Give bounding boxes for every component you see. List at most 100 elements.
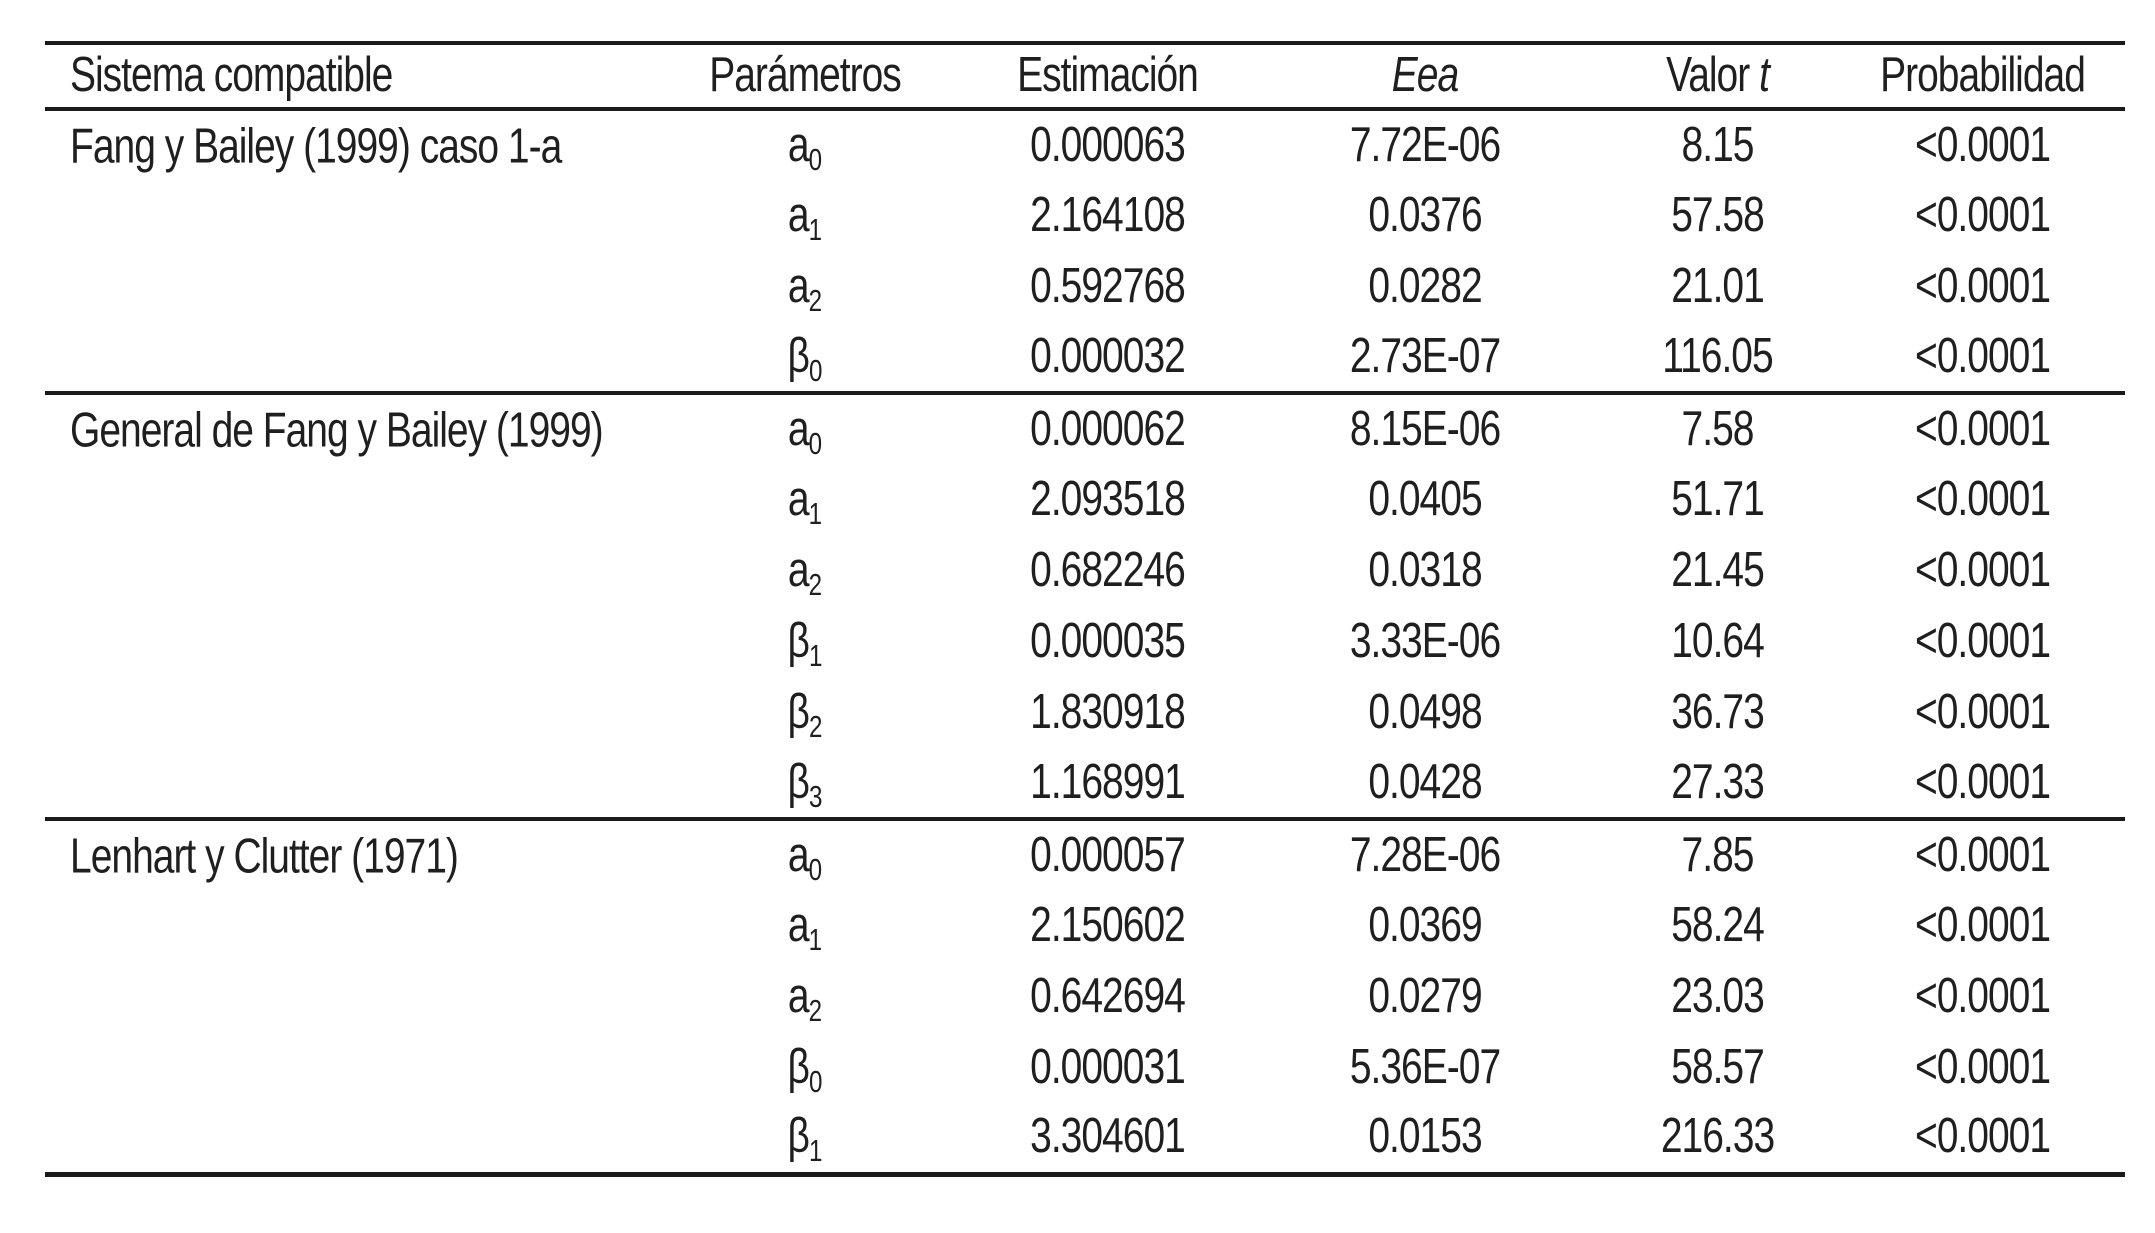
t-value: 8.15 (1681, 117, 1755, 173)
param-subscript: 2 (808, 994, 823, 1029)
param-subscript: 3 (808, 780, 823, 815)
estimate-cell: 0.000063 (960, 109, 1255, 180)
estimate-cell: 0.682246 (960, 535, 1255, 606)
param-symbol: a1 (788, 898, 822, 956)
p-cell: <0.0001 (1840, 464, 2125, 535)
param-symbol: a1 (788, 188, 823, 248)
eea-value: 7.72E-06 (1349, 117, 1501, 173)
estimate-value: 0.592768 (1030, 258, 1186, 314)
header-parametros-label: Parámetros (709, 48, 902, 103)
p-cell: <0.0001 (1840, 322, 2125, 393)
p-cell: <0.0001 (1840, 606, 2125, 677)
t-cell: 58.57 (1595, 1032, 1840, 1103)
header-valor-prefix: Valor (1666, 48, 1750, 103)
param-cell: β1 (650, 606, 960, 677)
param-subscript: 1 (808, 213, 823, 248)
p-cell: <0.0001 (1840, 109, 2125, 180)
eea-value: 0.0153 (1368, 1109, 1482, 1164)
eea-cell: 0.0376 (1255, 180, 1595, 251)
estimate-value: 0.000035 (1030, 613, 1186, 669)
estimate-cell: 3.304601 (960, 1103, 1255, 1174)
eea-cell: 0.0498 (1255, 677, 1595, 748)
t-cell: 216.33 (1595, 1103, 1840, 1174)
param-cell: a2 (650, 535, 960, 606)
t-value: 58.24 (1671, 897, 1765, 953)
t-cell: 21.45 (1595, 535, 1840, 606)
eea-cell: 0.0282 (1255, 251, 1595, 322)
estimate-cell: 0.592768 (960, 251, 1255, 322)
system-group: General de Fang y Bailey (1999) a0 0.000… (45, 393, 2125, 819)
estimate-value: 1.830918 (1030, 684, 1186, 740)
table-row: β3 1.168991 0.0428 27.33 <0.0001 (45, 748, 2125, 819)
eea-value: 5.36E-07 (1349, 1039, 1501, 1095)
estimate-value: 1.168991 (1030, 754, 1186, 810)
param-subscript: 2 (808, 710, 823, 745)
eea-cell: 8.15E-06 (1255, 393, 1595, 464)
estimate-cell: 1.830918 (960, 677, 1255, 748)
param-symbol: a2 (788, 259, 822, 317)
p-cell: <0.0001 (1840, 1032, 2125, 1103)
estimate-value: 2.093518 (1030, 471, 1186, 527)
table-row: a1 2.150602 0.0369 58.24 <0.0001 (45, 890, 2125, 961)
param-cell: a0 (650, 393, 960, 464)
eea-value: 0.0376 (1368, 187, 1482, 243)
table-row: a1 2.164108 0.0376 57.58 <0.0001 (45, 180, 2125, 251)
table-header: Sistema compatible Parámetros Estimación… (45, 43, 2125, 109)
estimate-cell: 1.168991 (960, 748, 1255, 819)
eea-value: 2.73E-07 (1349, 328, 1501, 384)
parameters-table: Sistema compatible Parámetros Estimación… (45, 41, 2125, 1177)
param-base: β (787, 1039, 810, 1095)
t-cell: 23.03 (1595, 961, 1840, 1032)
estimate-cell: 2.093518 (960, 464, 1255, 535)
p-cell: <0.0001 (1840, 961, 2125, 1032)
param-subscript: 1 (808, 639, 823, 674)
estimate-value: 0.000062 (1030, 401, 1186, 457)
estimate-cell: 0.000032 (960, 322, 1255, 393)
t-cell: 21.01 (1595, 251, 1840, 322)
t-value: 7.85 (1681, 827, 1755, 883)
t-value: 58.57 (1671, 1039, 1765, 1095)
param-base: β (787, 684, 810, 740)
param-base: a (787, 117, 810, 173)
p-cell: <0.0001 (1840, 677, 2125, 748)
p-value: <0.0001 (1914, 897, 2051, 953)
p-value: <0.0001 (1914, 684, 2051, 740)
header-valor-t-label: Valor t (1666, 48, 1770, 104)
eea-value: 0.0279 (1368, 968, 1482, 1024)
header-cell-estimacion: Estimación (960, 43, 1255, 109)
p-value: <0.0001 (1914, 471, 2051, 527)
t-cell: 57.58 (1595, 180, 1840, 251)
p-value: <0.0001 (1914, 1109, 2051, 1164)
param-base: a (787, 542, 810, 598)
p-value: <0.0001 (1914, 258, 2051, 314)
t-cell: 8.15 (1595, 109, 1840, 180)
param-symbol: β2 (787, 684, 823, 745)
param-base: β (787, 328, 810, 384)
t-value: 51.71 (1671, 471, 1765, 527)
t-cell: 27.33 (1595, 748, 1840, 819)
p-value: <0.0001 (1914, 328, 2051, 384)
eea-cell: 0.0428 (1255, 748, 1595, 819)
param-cell: a1 (650, 180, 960, 251)
estimate-value: 0.000032 (1030, 328, 1186, 384)
p-value: <0.0001 (1914, 968, 2051, 1024)
header-valor-t-symbol: t (1759, 48, 1770, 103)
eea-cell: 7.72E-06 (1255, 109, 1595, 180)
system-name-label: General de Fang y Bailey (1999) (70, 403, 604, 458)
param-base: β (787, 1109, 810, 1164)
p-value: <0.0001 (1914, 117, 2051, 173)
table-row: β2 1.830918 0.0498 36.73 <0.0001 (45, 677, 2125, 748)
param-subscript: 0 (808, 354, 823, 389)
estimate-value: 0.642694 (1030, 968, 1186, 1024)
table-row: a2 0.682246 0.0318 21.45 <0.0001 (45, 535, 2125, 606)
p-cell: <0.0001 (1840, 251, 2125, 322)
t-cell: 7.58 (1595, 393, 1840, 464)
param-base: a (787, 401, 810, 457)
system-name-label: Lenhart y Clutter (1971) (70, 829, 459, 884)
estimate-value: 0.682246 (1030, 542, 1186, 598)
table-row: β1 3.304601 0.0153 216.33 <0.0001 (45, 1103, 2125, 1174)
estimate-cell: 0.642694 (960, 961, 1255, 1032)
eea-value: 0.0318 (1368, 542, 1482, 598)
eea-value: 0.0282 (1368, 258, 1482, 314)
p-value: <0.0001 (1914, 613, 2051, 669)
